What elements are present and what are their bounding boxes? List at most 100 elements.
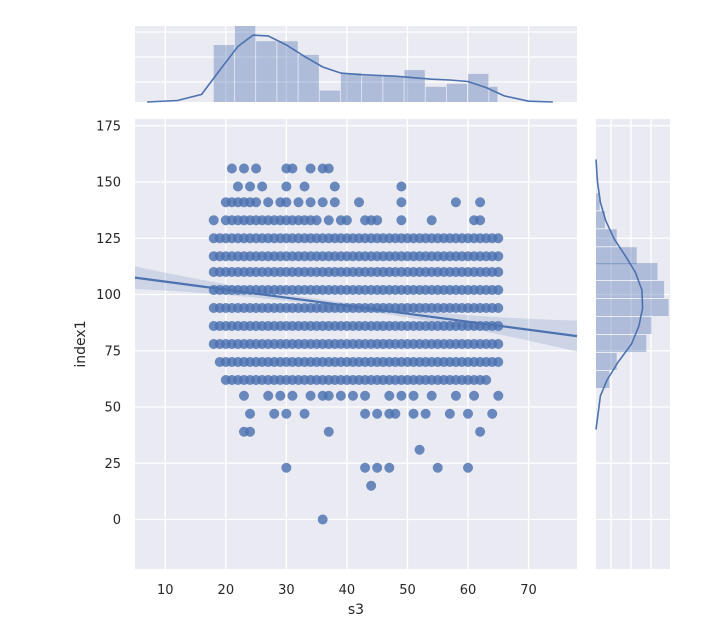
main-grid xyxy=(135,119,577,569)
y-tick-label: 125 xyxy=(96,232,121,247)
right-marginal-grid xyxy=(596,119,670,569)
scatter-point xyxy=(245,408,256,419)
scatter-point xyxy=(232,181,243,192)
scatter-point xyxy=(408,408,419,419)
scatter-point xyxy=(238,163,249,174)
scatter-point xyxy=(372,408,383,419)
y-tick-label: 50 xyxy=(104,401,121,416)
top-marginal-grid xyxy=(135,26,577,102)
scatter-point xyxy=(299,181,310,192)
scatter-point xyxy=(335,390,346,401)
scatter-point xyxy=(323,163,334,174)
scatter-point xyxy=(463,408,474,419)
scatter-point xyxy=(396,181,407,192)
x-tick-label: 70 xyxy=(520,583,537,598)
x-tick-label: 30 xyxy=(278,583,295,598)
top-histogram-bar xyxy=(256,41,277,102)
top-marginal-kde-line xyxy=(147,34,553,103)
scatter-point xyxy=(493,233,504,244)
scatter-point xyxy=(305,163,316,174)
top-histogram-bar xyxy=(319,90,341,102)
scatter-point xyxy=(251,163,262,174)
scatter-point xyxy=(444,408,455,419)
scatter-point xyxy=(493,285,504,295)
top-histogram-bar xyxy=(340,73,362,102)
scatter-point xyxy=(396,197,407,208)
scatter-point xyxy=(372,215,383,226)
right-marginal-bars xyxy=(596,193,669,388)
top-histogram-bar xyxy=(446,83,468,102)
regression-confidence-band xyxy=(135,266,577,352)
scatter-point xyxy=(493,339,504,349)
regression-line xyxy=(134,276,578,338)
top-histogram-bar xyxy=(362,76,383,102)
scatter-point xyxy=(263,197,274,208)
y-tick-label: 0 xyxy=(113,513,121,528)
scatter-point xyxy=(323,426,334,437)
scatter-point xyxy=(450,390,461,401)
top-histogram-bar xyxy=(425,86,447,102)
scatter-point xyxy=(493,357,504,367)
scatter-point xyxy=(341,215,352,226)
scatter-point xyxy=(299,408,310,419)
top-marginal-panel xyxy=(135,26,577,103)
scatter-point xyxy=(487,408,498,419)
right-histogram-bar xyxy=(596,299,669,316)
right-histogram-bar xyxy=(596,353,617,370)
scatter-point xyxy=(245,426,256,437)
scatter-point xyxy=(263,390,274,401)
scatter-point xyxy=(475,215,486,226)
right-histogram-bar xyxy=(596,263,658,280)
scatter-point xyxy=(317,514,328,525)
scatter-point xyxy=(275,390,286,401)
scatter-point xyxy=(469,390,480,401)
top-histogram-bar xyxy=(404,70,425,102)
scatter-point xyxy=(450,197,461,208)
scatter-point xyxy=(493,303,504,313)
scatter-point xyxy=(269,408,280,419)
right-histogram-bar xyxy=(596,211,605,229)
y-tick-label: 75 xyxy=(104,344,121,359)
y-axis-label: index1 xyxy=(73,320,89,367)
scatter-point xyxy=(281,462,292,473)
scatter-point xyxy=(366,480,377,491)
right-marginal-panel xyxy=(595,119,670,569)
y-tick-label: 150 xyxy=(96,176,121,191)
scatter-point xyxy=(281,408,292,419)
y-tick-label: 100 xyxy=(96,288,121,303)
scatter-point xyxy=(432,462,443,473)
scatter-point xyxy=(420,408,431,419)
scatter-point xyxy=(251,197,262,208)
y-tick-labels: 0 25 50 75 100 125 150 175 xyxy=(96,119,121,528)
scatter-point xyxy=(287,390,298,401)
scatter-point xyxy=(426,215,437,226)
scatter-point xyxy=(245,181,256,192)
scatter-point xyxy=(208,215,219,226)
right-histogram-bar xyxy=(596,247,637,265)
x-axis-label: s3 xyxy=(348,602,364,618)
scatter-point xyxy=(360,390,371,401)
scatter-point xyxy=(293,197,304,208)
scatter-point xyxy=(311,215,322,226)
scatter-point xyxy=(323,215,334,226)
top-histogram-bar xyxy=(234,26,256,102)
scatter-point xyxy=(354,197,365,208)
top-histogram-bar xyxy=(383,76,404,102)
top-histogram-bar xyxy=(489,86,498,102)
scatter-point xyxy=(360,408,371,419)
right-histogram-bar xyxy=(596,281,665,298)
right-marginal-background xyxy=(596,119,670,569)
scatter-point xyxy=(396,390,407,401)
x-tick-label: 20 xyxy=(218,583,235,598)
scatter-point xyxy=(347,390,358,401)
scatter-point xyxy=(305,197,316,208)
main-scatter-panel xyxy=(134,119,578,569)
right-histogram-bar xyxy=(596,317,652,334)
scatter-point xyxy=(317,197,328,208)
scatter-point xyxy=(257,181,268,192)
scatter-point xyxy=(384,462,395,473)
scatter-point xyxy=(493,251,504,262)
scatter-point xyxy=(329,181,340,192)
scatter-point xyxy=(305,390,316,401)
